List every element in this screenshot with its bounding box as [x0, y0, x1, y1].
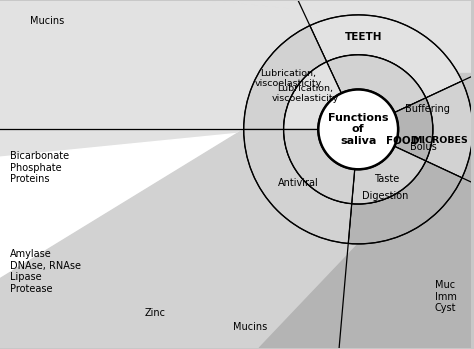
- Text: Muc
Imm
Cyst: Muc Imm Cyst: [435, 280, 456, 313]
- Text: FOOD: FOOD: [386, 135, 419, 146]
- Text: Buffering: Buffering: [405, 104, 450, 114]
- Text: Amylase
DNAse, RNAse
Lipase
Protease: Amylase DNAse, RNAse Lipase Protease: [10, 249, 81, 294]
- Wedge shape: [283, 62, 341, 129]
- Text: Taste: Taste: [374, 174, 400, 184]
- Wedge shape: [426, 81, 473, 178]
- Text: MICROBES: MICROBES: [412, 136, 468, 145]
- Wedge shape: [244, 25, 327, 129]
- Text: Bolus: Bolus: [410, 142, 437, 152]
- Text: TEETH: TEETH: [345, 32, 382, 42]
- Wedge shape: [244, 129, 352, 244]
- Wedge shape: [310, 15, 462, 98]
- Polygon shape: [259, 129, 473, 348]
- Text: Lubrication,
viscoelasticity: Lubrication, viscoelasticity: [271, 84, 338, 103]
- Polygon shape: [0, 129, 358, 348]
- Text: Mucins: Mucins: [30, 16, 64, 26]
- Polygon shape: [471, 105, 473, 129]
- Text: Functions
of
saliva: Functions of saliva: [328, 113, 389, 146]
- Polygon shape: [0, 1, 358, 157]
- Polygon shape: [0, 129, 278, 279]
- Text: Bicarbonate
Phosphate
Proteins: Bicarbonate Phosphate Proteins: [10, 151, 69, 184]
- Polygon shape: [212, 1, 471, 72]
- Wedge shape: [394, 98, 433, 161]
- Wedge shape: [348, 161, 462, 244]
- Text: Lubrication,
viscoelasticity: Lubrication, viscoelasticity: [255, 69, 322, 88]
- Text: Zinc: Zinc: [145, 308, 166, 318]
- Wedge shape: [352, 146, 426, 204]
- Wedge shape: [327, 55, 426, 112]
- Text: Mucins: Mucins: [233, 322, 267, 332]
- Text: Digestion: Digestion: [363, 191, 409, 201]
- Wedge shape: [283, 129, 355, 204]
- Text: Antiviral: Antiviral: [278, 178, 319, 188]
- Circle shape: [319, 89, 398, 169]
